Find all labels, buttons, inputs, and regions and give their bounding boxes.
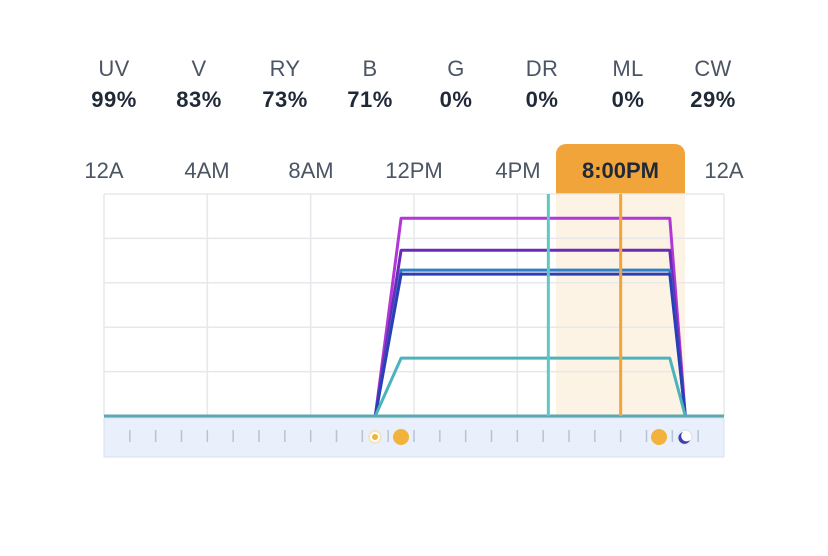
channel-v: V 83%	[154, 56, 244, 118]
tick-label-4pm: 4PM	[495, 158, 541, 183]
tick-label-4am: 4AM	[184, 158, 230, 183]
channel-value: 0%	[525, 87, 559, 112]
sun-icon	[651, 429, 667, 445]
tick-label-8am: 8AM	[288, 158, 334, 183]
channel-g: G 0%	[411, 56, 501, 118]
tick-label-12pm: 12PM	[385, 158, 443, 183]
channel-label: G	[447, 56, 465, 81]
channel-value: 83%	[176, 87, 222, 112]
tick-label-12a: 12A	[84, 158, 124, 183]
channel-label: UV	[98, 56, 130, 81]
channel-value: 29%	[690, 87, 736, 112]
moon-crescent-icon	[678, 432, 690, 444]
channel-value: 71%	[347, 87, 393, 112]
channel-uv: UV 99%	[69, 56, 159, 118]
channel-value: 73%	[262, 87, 308, 112]
sun-icon	[393, 429, 409, 445]
channel-dr: DR 0%	[497, 56, 587, 118]
sunrise-dot-icon	[372, 434, 378, 440]
channel-label: V	[191, 56, 207, 81]
channel-ry: RY 73%	[240, 56, 330, 118]
channel-ml: ML 0%	[583, 56, 673, 118]
channel-cw: CW 29%	[668, 56, 758, 118]
channel-readout: UV 99% V 83% RY 73% B 71% G 0% DR 0% ML …	[0, 56, 828, 120]
channel-label: B	[362, 56, 378, 81]
channel-label: RY	[269, 56, 301, 81]
channel-label: DR	[525, 56, 559, 81]
current-time-label: 8:00PM	[581, 158, 660, 183]
channel-value: 0%	[439, 87, 473, 112]
channel-label: CW	[694, 56, 732, 81]
current-time-tab[interactable]: 8:00PM	[556, 144, 685, 194]
channel-value: 99%	[91, 87, 137, 112]
tick-label-12a-end: 12A	[704, 158, 744, 183]
time-axis: 12A 4AM 8AM 12PM 4PM 12A	[0, 150, 828, 194]
channel-b: B 71%	[325, 56, 415, 118]
channel-value: 0%	[611, 87, 645, 112]
channel-label: ML	[612, 56, 644, 81]
